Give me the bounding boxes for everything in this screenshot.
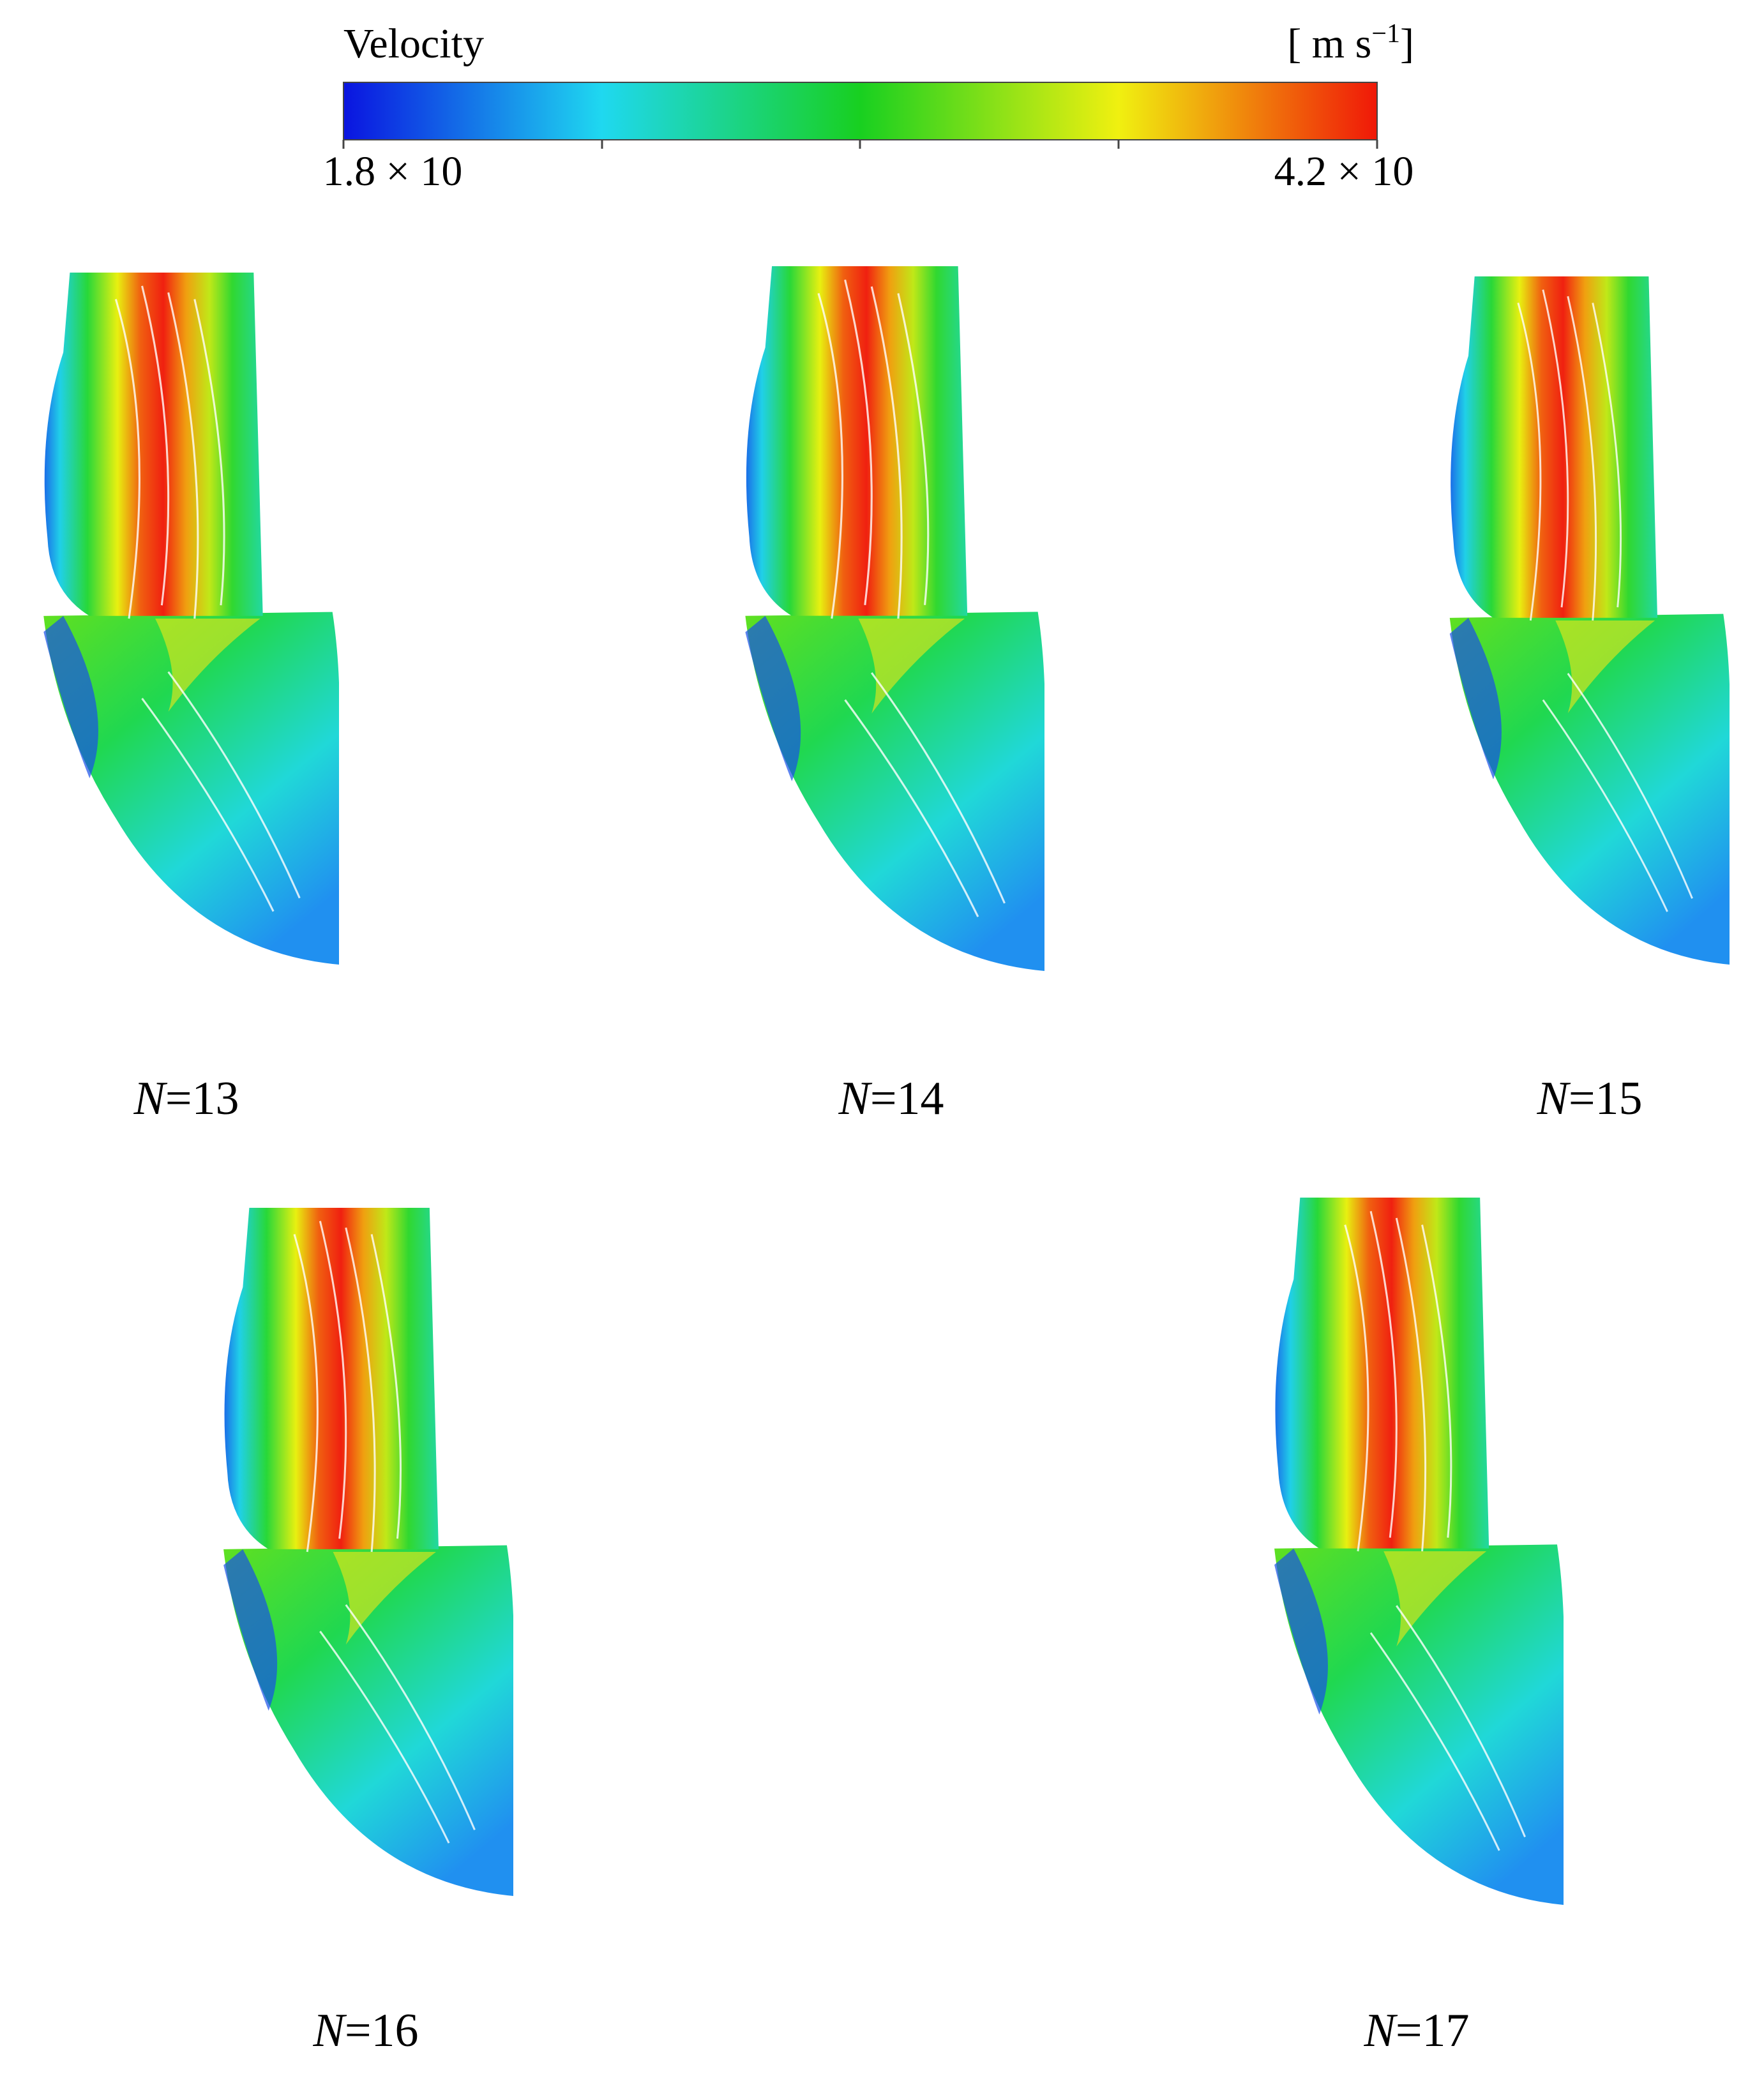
label-symbol: N — [1536, 1072, 1571, 1125]
label-symbol: N — [838, 1072, 872, 1125]
panel: N=16 — [217, 1208, 514, 2057]
panel: N=17 — [1268, 1198, 1564, 2057]
legend-title: Velocity — [343, 20, 484, 67]
velocity-contour — [217, 1208, 514, 1896]
legend-unit: [ m s−1] — [1287, 19, 1414, 67]
label-symbol: N — [312, 2005, 347, 2057]
velocity-contour — [739, 266, 1045, 971]
colorbar-legend: Velocity [ m s−1] 1.8 × 10 4.2 × 10 — [323, 19, 1414, 195]
label-value: =14 — [870, 1072, 944, 1125]
label-value: =15 — [1569, 1072, 1643, 1125]
unit-exponent: −1 — [1371, 19, 1400, 49]
legend-min-label: 1.8 × 10 — [323, 148, 463, 195]
panel: N=14 — [739, 266, 1045, 1125]
label-symbol: N — [133, 1072, 167, 1125]
legend-max-label: 4.2 × 10 — [1274, 148, 1414, 195]
panel: N=15 — [1444, 276, 1730, 1125]
velocity-contour — [1444, 276, 1730, 965]
label-value: =16 — [345, 2005, 419, 2057]
velocity-contour — [1268, 1198, 1564, 1905]
label-value: =17 — [1396, 2005, 1470, 2057]
panel: N=13 — [37, 273, 340, 1125]
panel-label: N=14 — [838, 1072, 944, 1125]
velocity-contour — [37, 273, 340, 965]
panel-label: N=13 — [133, 1072, 239, 1125]
label-value: =13 — [165, 1072, 239, 1125]
unit-text: [ m s — [1287, 20, 1371, 67]
label-symbol: N — [1363, 2005, 1398, 2057]
unit-close: ] — [1400, 20, 1414, 67]
colorbar — [343, 82, 1378, 140]
colorbar-ticks — [342, 140, 1378, 149]
panels: N=13 N=14 N=15N=16 N=17 — [37, 266, 1730, 2057]
panel-label: N=17 — [1363, 2005, 1469, 2057]
panel-label: N=15 — [1536, 1072, 1642, 1125]
panel-label: N=16 — [312, 2005, 418, 2057]
